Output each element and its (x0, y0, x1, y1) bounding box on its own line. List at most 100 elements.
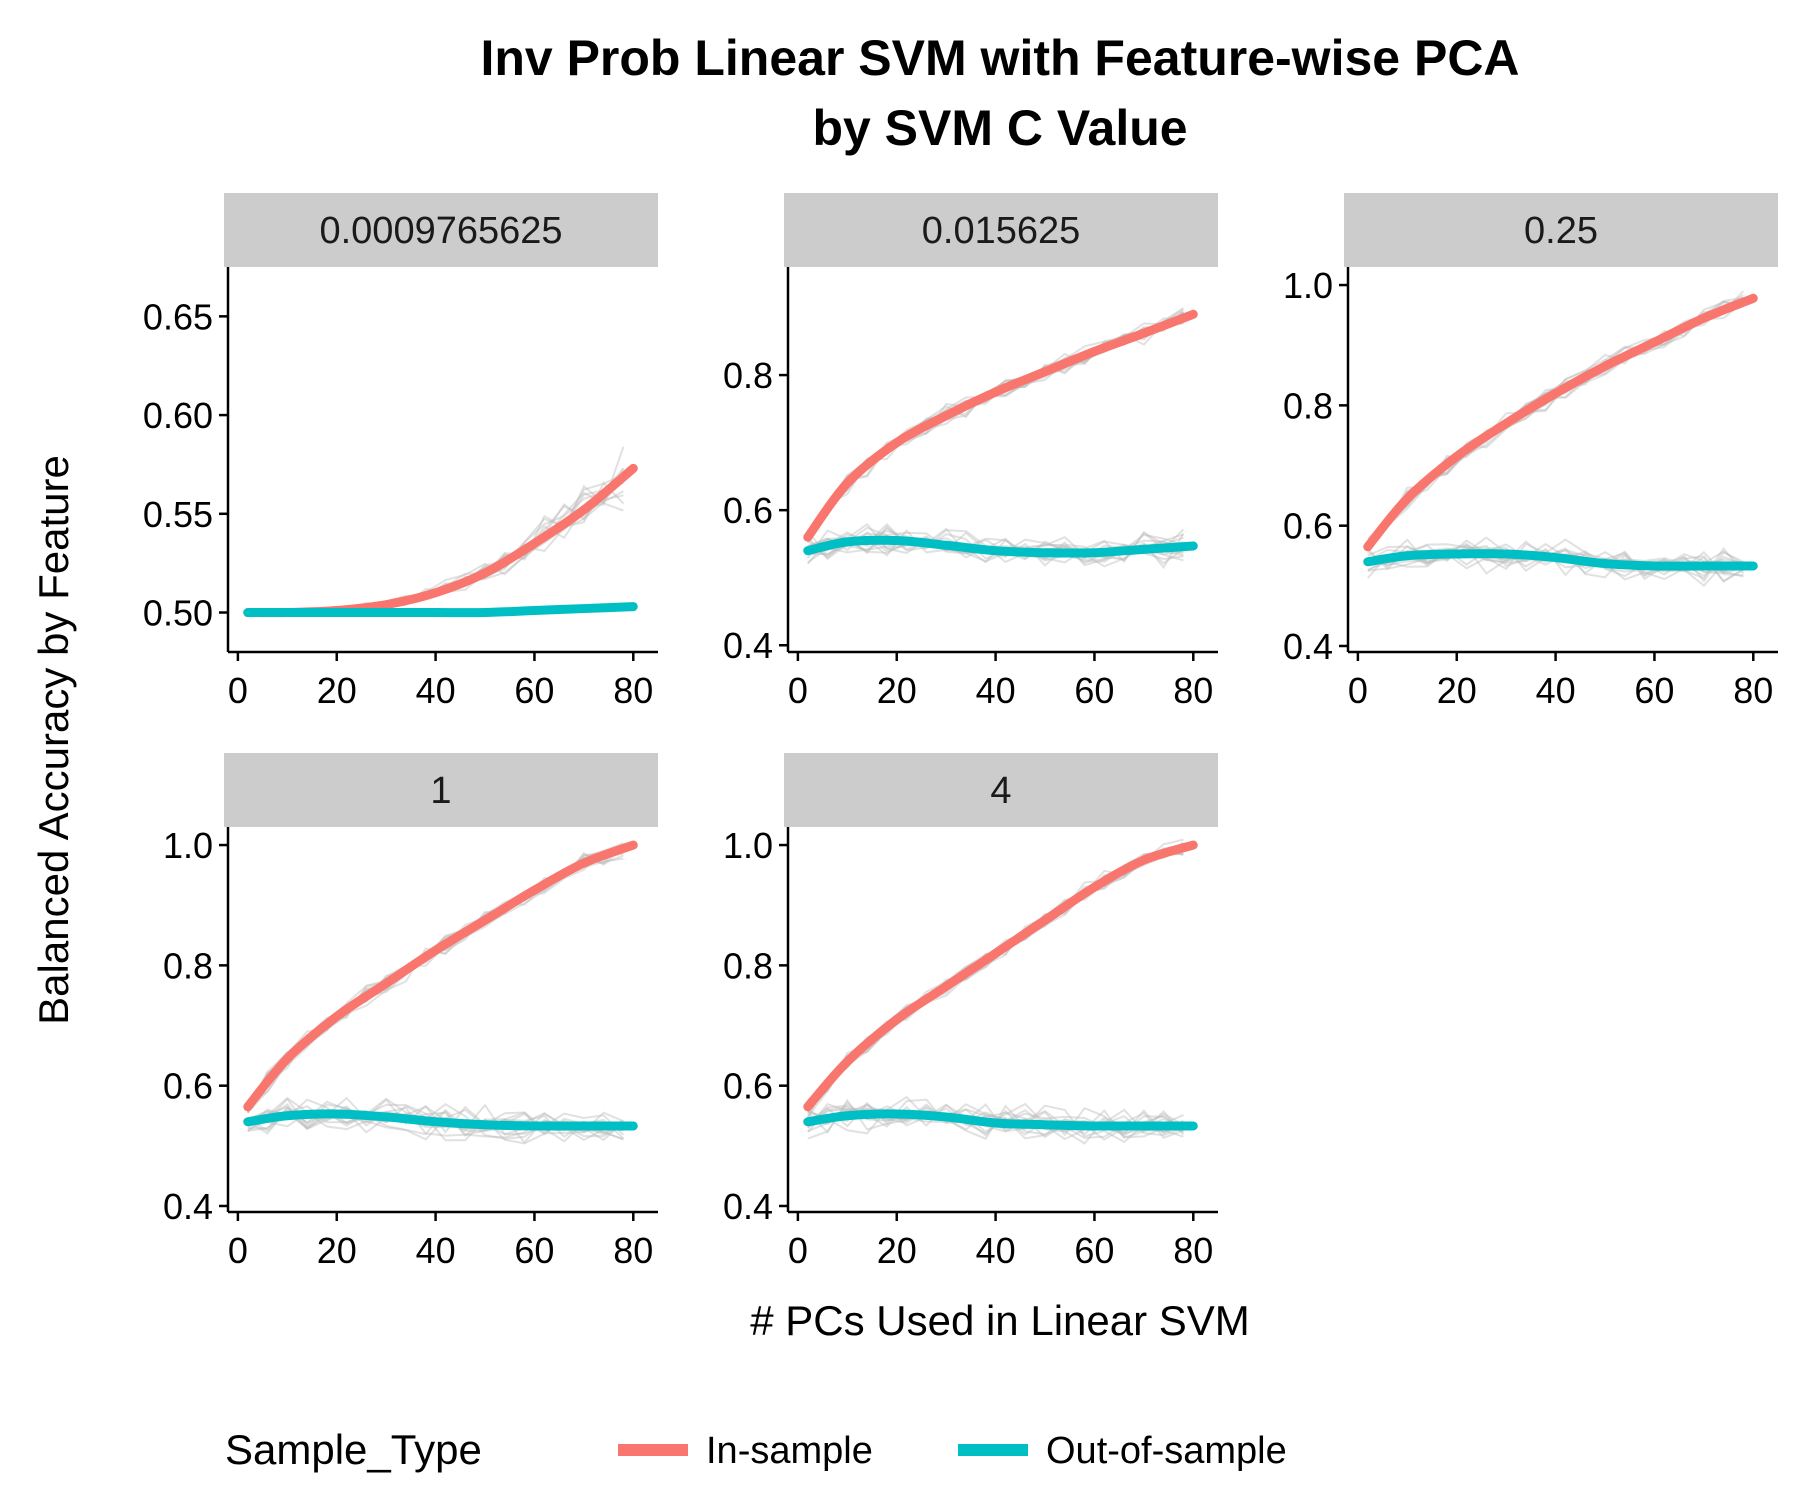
series-line-in-sample-4 (803, 840, 1198, 1112)
feature-trace (247, 854, 624, 1105)
feature-trace (806, 317, 1184, 540)
x-tick-label-4: 40 (976, 1230, 1016, 1271)
feature-trace (1366, 302, 1744, 552)
panel-0-0009765625: 0.0009765625 0.50 0.55 0.60 0.65 0 20 40 60 80 (143, 193, 658, 711)
feature-trace (247, 843, 625, 1105)
x-tick-label-4: 20 (877, 1230, 917, 1271)
feature-trace (807, 320, 1184, 532)
feature-trace (246, 848, 624, 1109)
y-tick-label-4: 0.4 (723, 1186, 773, 1227)
feature-trace (1367, 300, 1744, 540)
feature-trace (247, 850, 624, 1114)
chart-title-line-2: by SVM C Value (812, 100, 1187, 156)
y-tick-label-1: 0.8 (163, 945, 213, 986)
feature-trace (1367, 301, 1744, 546)
x-tick-label-1: 40 (416, 1230, 456, 1271)
y-tick-label-0-0009765625: 0.50 (143, 593, 213, 634)
strip-0-0009765625 (224, 193, 658, 267)
feature-trace (246, 847, 625, 1112)
x-tick-label-4: 60 (1074, 1230, 1114, 1271)
feature-trace (807, 311, 1184, 538)
x-tick-label-0-015625: 0 (788, 670, 808, 711)
feature-trace (806, 847, 1184, 1119)
feature-trace (247, 1106, 624, 1135)
y-tick-label-0-25: 0.8 (1283, 385, 1333, 426)
feature-trace (247, 446, 625, 614)
x-tick-label-0-0009765625: 60 (514, 670, 554, 711)
feature-trace (807, 842, 1184, 1107)
series-line-out-of-sample-1 (243, 1109, 638, 1131)
feature-trace (807, 311, 1185, 536)
x-tick-label-4: 80 (1173, 1230, 1213, 1271)
x-tick-label-0-25: 0 (1348, 670, 1368, 711)
x-tick-label-0-25: 80 (1733, 670, 1773, 711)
feature-trace (807, 847, 1184, 1104)
feature-trace (247, 852, 624, 1106)
x-tick-label-0-25: 40 (1536, 670, 1576, 711)
strip-label-0-25: 0.25 (1524, 210, 1598, 252)
feature-trace (807, 843, 1184, 1104)
strip-label-4: 4 (990, 770, 1011, 812)
legend-title: Sample_Type (225, 1426, 482, 1473)
feature-trace (246, 842, 624, 1113)
strip-0-25 (1344, 193, 1778, 267)
chart-title-line-1: Inv Prob Linear SVM with Feature-wise PC… (480, 30, 1519, 86)
y-tick-label-4: 0.6 (723, 1066, 773, 1107)
feature-trace (1367, 302, 1744, 547)
x-tick-label-1: 80 (613, 1230, 653, 1271)
strip-4 (784, 753, 1218, 827)
x-tick-label-0-25: 60 (1634, 670, 1674, 711)
x-tick-label-1: 60 (514, 1230, 554, 1271)
x-tick-label-1: 20 (317, 1230, 357, 1271)
feature-trace (806, 844, 1184, 1111)
y-tick-label-0-0009765625: 0.55 (143, 494, 213, 535)
x-tick-label-0-0009765625: 40 (416, 670, 456, 711)
feature-traces-0-015625 (806, 307, 1185, 570)
feature-trace (806, 321, 1184, 536)
feature-trace (1367, 300, 1744, 549)
feature-trace (806, 317, 1184, 539)
feature-trace (806, 838, 1184, 1113)
series-line-in-sample-0-015625 (803, 309, 1198, 542)
y-tick-label-0-25: 0.6 (1283, 506, 1333, 547)
feature-traces-1 (246, 842, 625, 1145)
series-line-out-of-sample-0-25 (1363, 549, 1758, 571)
y-tick-label-4: 0.8 (723, 945, 773, 986)
x-tick-label-1: 0 (228, 1230, 248, 1271)
x-axis-title: # PCs Used in Linear SVM (750, 1297, 1250, 1344)
series-line-in-sample-0-25 (1363, 293, 1758, 552)
x-tick-label-0-0009765625: 80 (613, 670, 653, 711)
y-tick-label-0-015625: 0.6 (723, 490, 773, 531)
feature-trace (246, 853, 624, 1113)
y-tick-label-1: 0.6 (163, 1066, 213, 1107)
feature-trace (806, 310, 1184, 537)
feature-trace (1367, 304, 1744, 546)
x-tick-label-0-015625: 60 (1074, 670, 1114, 711)
feature-trace (246, 844, 624, 1113)
legend: Sample_Type In-sample Out-of-sample (225, 1426, 1287, 1473)
strip-label-1: 1 (430, 770, 451, 812)
feature-trace (1367, 544, 1744, 579)
feature-traces-0-25 (1366, 290, 1745, 587)
feature-trace (247, 843, 625, 1108)
panel-4: 4 0.4 0.6 0.8 1.0 0 20 40 60 80 (723, 753, 1218, 1271)
y-tick-label-0-015625: 0.8 (723, 355, 773, 396)
series-line-in-sample-0-0009765625 (243, 463, 638, 618)
feature-trace (807, 842, 1184, 1113)
feature-trace (807, 1098, 1184, 1134)
feature-trace (807, 1103, 1184, 1141)
strip-1 (224, 753, 658, 827)
x-tick-label-0-015625: 80 (1173, 670, 1213, 711)
y-tick-label-1: 1.0 (163, 825, 213, 866)
series-line-out-of-sample-0-0009765625 (243, 602, 638, 618)
x-tick-label-0-25: 20 (1437, 670, 1477, 711)
y-tick-label-4: 1.0 (723, 825, 773, 866)
y-tick-label-0-25: 1.0 (1283, 265, 1333, 306)
feature-trace (806, 317, 1184, 538)
feature-trace (807, 846, 1184, 1109)
feature-trace (807, 852, 1184, 1105)
y-tick-label-0-0009765625: 0.60 (143, 395, 213, 436)
feature-trace (807, 852, 1184, 1104)
feature-trace (1367, 300, 1744, 548)
